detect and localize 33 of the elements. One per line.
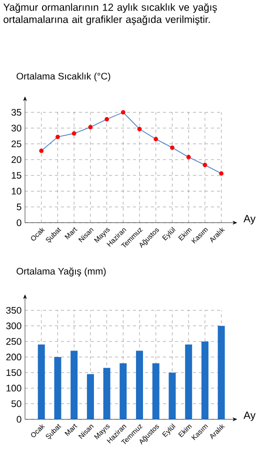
- y-tick-label: 200: [6, 354, 22, 360]
- y-axis-title: Ortalama Sıcaklık (°C): [16, 72, 110, 82]
- y-tick-label: 35: [11, 108, 22, 116]
- bar: [136, 350, 144, 420]
- bar: [185, 344, 192, 420]
- bar: [54, 357, 62, 420]
- y-tick-label: 25: [12, 140, 22, 148]
- y-tick-label: 10: [12, 188, 22, 195]
- bar: [120, 363, 127, 420]
- chart-title: Yağmur ormanlarının 12 aylık sıcaklık ve yağış ortalamalarına ait grafikler aşağıda verilmiştir.: [3, 3, 217, 26]
- y-tick-label: 0: [16, 219, 22, 226]
- y-tick-label: 250: [6, 338, 22, 345]
- y-tick-label: 0: [16, 416, 22, 423]
- x-axis-title: Ay: [244, 215, 256, 224]
- y-tick-label: 100: [6, 384, 22, 392]
- bar: [201, 341, 208, 420]
- y-tick-label: 15: [12, 172, 22, 179]
- bar: [168, 372, 176, 420]
- bar: [218, 326, 225, 420]
- y-tick-label: 50: [11, 400, 22, 408]
- bar: [70, 350, 78, 420]
- y-tick-label: 30: [11, 124, 22, 132]
- y-tick-label: 150: [6, 369, 22, 376]
- y-tick-label: 5: [16, 204, 22, 210]
- bar: [86, 374, 94, 420]
- y-tick-label: 20: [12, 156, 22, 163]
- bar: [103, 368, 110, 420]
- bar: [38, 344, 45, 420]
- x-axis-title: Ay: [244, 412, 256, 421]
- y-tick-label: 300: [6, 322, 22, 330]
- y-tick-label: 350: [6, 306, 22, 314]
- bar: [152, 363, 160, 420]
- y-axis-title: Ortalama Yağış (mm): [16, 267, 106, 277]
